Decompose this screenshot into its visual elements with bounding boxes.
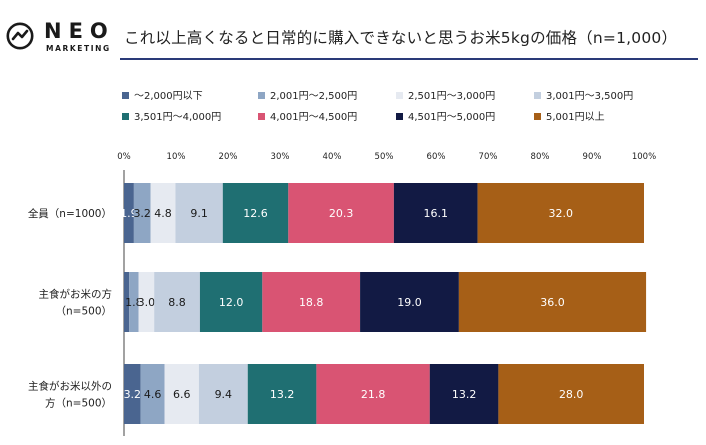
- x-tick-label: 100%: [632, 152, 656, 162]
- x-tick-label: 20%: [219, 152, 238, 162]
- legend-swatch: [122, 113, 129, 120]
- data-label: 32.0: [549, 207, 574, 220]
- x-tick-label: 70%: [479, 152, 498, 162]
- bar-segment: [198, 364, 248, 424]
- legend-swatch: [122, 92, 129, 99]
- legend-label: 3,001円～3,500円: [546, 91, 634, 102]
- legend-item: 4,001円～4,500円: [258, 112, 357, 124]
- bar-segment: [140, 364, 165, 424]
- data-label: 4.6: [144, 388, 162, 401]
- bar-segment: [247, 364, 317, 424]
- category-label: 全員（n=1000）: [28, 207, 112, 220]
- x-tick-label: 10%: [167, 152, 186, 162]
- bar-segment: [458, 272, 647, 332]
- bar-segment: [222, 183, 289, 243]
- data-label: 3.0: [138, 296, 156, 309]
- legend-label: 4,501円～5,000円: [408, 112, 496, 123]
- x-tick-label: 60%: [427, 152, 446, 162]
- title-divider: [120, 58, 698, 60]
- data-label: 13.2: [270, 388, 295, 401]
- data-label: 36.0: [540, 296, 565, 309]
- bar-segment: [360, 272, 459, 332]
- x-tick-label: 40%: [323, 152, 342, 162]
- legend-item: 2,501円～3,000円: [396, 91, 495, 103]
- legend-item: 3,001円～3,500円: [534, 91, 633, 103]
- legend-label: 2,001円～2,500円: [270, 91, 358, 102]
- bar-segment: [288, 183, 394, 243]
- category-label: 方（n=500）: [45, 397, 112, 410]
- data-label: 21.8: [361, 388, 386, 401]
- brand-name: NEO: [44, 19, 115, 43]
- legend-swatch: [258, 92, 265, 99]
- bar-segment: [175, 183, 223, 243]
- bar-segment: [138, 272, 155, 332]
- x-tick-label: 50%: [375, 152, 394, 162]
- category-label: （n=500）: [56, 306, 113, 318]
- bar-segment: [150, 183, 176, 243]
- data-label: 1.8: [125, 296, 143, 309]
- bar-segment: [154, 272, 200, 332]
- legend-swatch: [534, 113, 541, 120]
- bar-segment: [164, 364, 199, 424]
- legend-label: 2,501円～3,000円: [408, 91, 496, 102]
- category-label: 主食がお米の方: [39, 288, 113, 301]
- bar-segment: [429, 364, 499, 424]
- data-label: 3.2: [133, 207, 151, 220]
- legend-item: 4,501円～5,000円: [396, 112, 495, 124]
- legend-label: 4,001円～4,500円: [270, 112, 358, 123]
- neo-logo-icon: [6, 22, 34, 50]
- legend-label: ～2,000円以下: [134, 91, 203, 102]
- bar-segment: [124, 364, 141, 424]
- legend-label: 5,001円以上: [546, 112, 605, 123]
- legend-item: 2,001円～2,500円: [258, 91, 357, 103]
- legend-label: 3,501円～4,000円: [134, 112, 222, 123]
- x-tick-label: 80%: [531, 152, 550, 162]
- bar-segment: [133, 183, 151, 243]
- data-label: 3.2: [124, 388, 142, 401]
- brand-subtitle: MARKETING: [46, 44, 111, 53]
- data-label: 18.8: [299, 296, 324, 309]
- legend-item: 3,501円～4,000円: [122, 112, 221, 124]
- data-label: 4.8: [154, 207, 172, 220]
- legend-swatch: [396, 92, 403, 99]
- bar-segment: [124, 272, 130, 332]
- data-label: 12.0: [219, 296, 244, 309]
- legend-swatch: [258, 113, 265, 120]
- data-label: 1.9: [120, 207, 138, 220]
- bar-segment: [129, 272, 139, 332]
- data-label: 20.3: [329, 207, 354, 220]
- chart-title: これ以上高くなると日常的に購入できないと思うお米5kgの価格（n=1,000）: [124, 29, 678, 47]
- bar-segment: [316, 364, 430, 424]
- x-tick-label: 90%: [583, 152, 602, 162]
- header: NEO MARKETING これ以上高くなると日常的に購入できないと思うお米5k…: [0, 0, 706, 62]
- data-label: 16.1: [423, 207, 448, 220]
- category-label: 主食がお米以外の: [28, 380, 112, 393]
- bar-segment: [477, 183, 644, 243]
- data-label: 12.6: [243, 207, 268, 220]
- bar-segment: [393, 183, 478, 243]
- bar-segment: [498, 364, 644, 424]
- bar-segment: [124, 183, 134, 243]
- legend-item: 5,001円以上: [534, 112, 605, 124]
- data-label: 9.4: [215, 388, 233, 401]
- data-label: 28.0: [559, 388, 584, 401]
- data-label: 13.2: [452, 388, 477, 401]
- data-label: 8.8: [168, 296, 186, 309]
- legend-swatch: [534, 92, 541, 99]
- bar-segment: [262, 272, 361, 332]
- bar-segment: [199, 272, 263, 332]
- legend-swatch: [396, 113, 403, 120]
- legend-item: ～2,000円以下: [122, 91, 203, 103]
- data-label: 19.0: [397, 296, 422, 309]
- x-tick-label: 0%: [117, 152, 131, 162]
- x-tick-label: 30%: [271, 152, 290, 162]
- data-label: 9.1: [190, 207, 208, 220]
- data-label: 6.6: [173, 388, 191, 401]
